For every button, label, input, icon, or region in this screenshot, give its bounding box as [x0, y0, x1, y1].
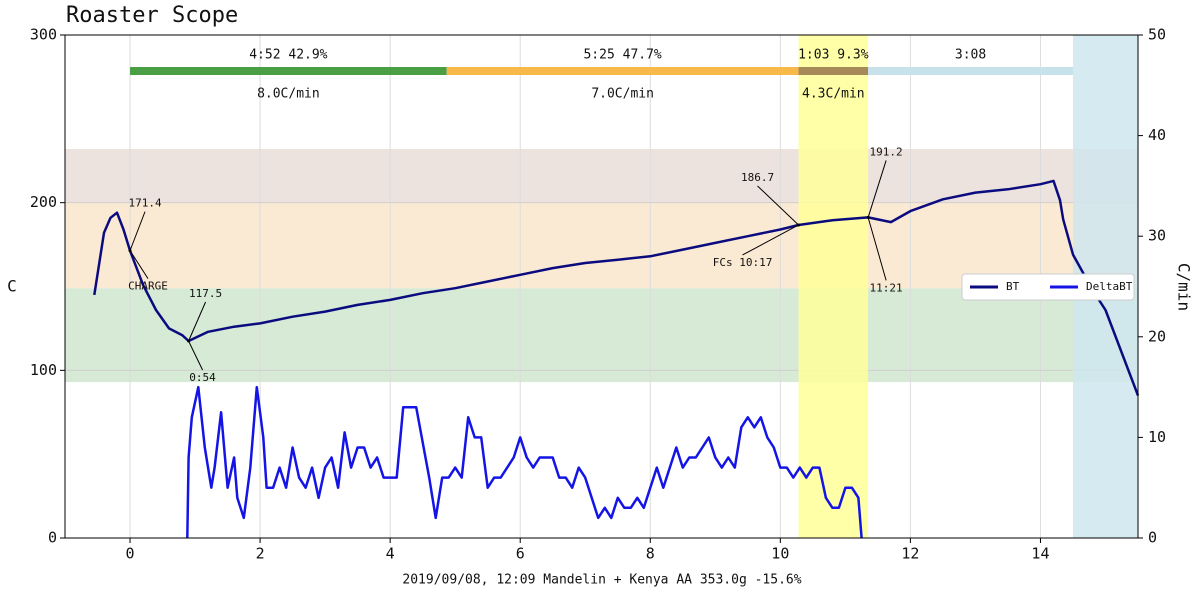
phase-bar	[868, 67, 1073, 75]
phase-rate: 4.3C/min	[802, 87, 865, 102]
temp-band	[65, 288, 1138, 383]
y2-tick-label: 0	[1148, 529, 1157, 547]
x-tick-label: 8	[646, 545, 655, 563]
x-tick-label: 0	[126, 545, 135, 563]
phase-label: 3:08	[955, 48, 986, 63]
x-tick-label: 4	[386, 545, 395, 563]
footer: 2019/09/08, 12:09 Mandelin + Kenya AA 35…	[402, 573, 801, 588]
y2-axis-label: C/min	[1175, 263, 1194, 311]
phase-bar	[130, 67, 447, 75]
annotation-leader	[757, 185, 799, 226]
temp-band	[65, 202, 1138, 289]
temp-band	[65, 149, 1138, 203]
annotation-value: 117.5	[189, 287, 222, 300]
phase-bar	[446, 67, 799, 75]
legend-label: BT	[1006, 280, 1020, 293]
x-tick-label: 6	[516, 545, 525, 563]
x-tick-label: 2	[256, 545, 265, 563]
y2-tick-label: 30	[1148, 227, 1166, 245]
phase-rate: 8.0C/min	[257, 87, 320, 102]
phase-label: 5:25 47.7%	[583, 48, 661, 63]
y-tick-label: 100	[30, 361, 57, 379]
y2-tick-label: 20	[1148, 327, 1166, 345]
annotation-leader	[188, 301, 207, 342]
y-tick-label: 0	[48, 529, 57, 547]
x-tick-label: 10	[771, 545, 789, 563]
chart-title: Roaster Scope	[66, 3, 238, 28]
annotation-leader	[129, 211, 146, 251]
annotation-label: 0:54	[189, 371, 216, 384]
series-line	[186, 385, 863, 539]
plot-frame	[64, 34, 1139, 539]
annotation-value: 171.4	[128, 197, 161, 210]
annotation-leader	[867, 217, 887, 281]
phase-bar	[798, 67, 869, 75]
y2-tick-label: 40	[1148, 126, 1166, 144]
annotation-label: CHARGE	[128, 280, 168, 293]
phase-rate: 7.0C/min	[591, 87, 654, 102]
annotation-leader	[188, 340, 204, 371]
phase-label: 4:52 42.9%	[249, 48, 327, 63]
annotation-leader	[867, 160, 887, 218]
annotation-value: 186.7	[741, 171, 774, 184]
y-tick-label: 300	[30, 26, 57, 44]
phase-label: 1:03 9.3%	[798, 48, 869, 63]
time-band	[798, 35, 869, 538]
series-line	[93, 179, 1140, 396]
legend-label: DeltaBT	[1086, 280, 1133, 293]
y2-tick-label: 50	[1148, 26, 1166, 44]
x-tick-label: 12	[901, 545, 919, 563]
y2-tick-label: 10	[1148, 428, 1166, 446]
legend-box	[961, 273, 1135, 301]
annotation-value: 191.2	[870, 145, 903, 158]
x-tick-label: 14	[1031, 545, 1049, 563]
y-tick-label: 200	[30, 193, 57, 211]
annotation-leader	[129, 250, 149, 279]
annotation-leader	[742, 224, 799, 256]
annotation-label: 11:21	[870, 281, 903, 294]
annotation-label: FCs 10:17	[713, 256, 773, 269]
y-axis-label: C	[7, 277, 17, 296]
